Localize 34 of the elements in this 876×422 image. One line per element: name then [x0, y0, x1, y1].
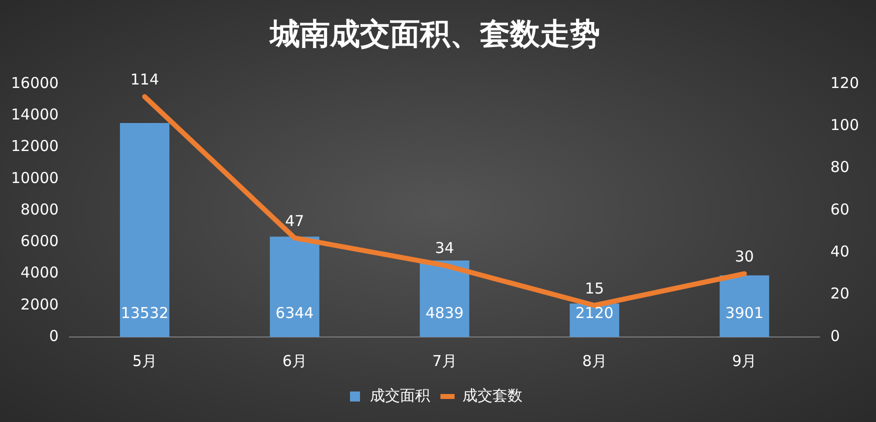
y2-tick-label: 0: [830, 326, 840, 345]
data-label: 34: [434, 239, 454, 258]
y2-tick-label: 80: [830, 158, 850, 176]
y-tick-label: 2000: [20, 295, 59, 314]
y-tick-label: 16000: [11, 74, 59, 92]
data-label: 6344: [276, 304, 314, 322]
y-tick-label: 0: [49, 326, 59, 345]
data-label: 3901: [725, 304, 764, 322]
data-label: 2120: [575, 304, 614, 322]
chart-title: 城南成交面积、套数走势: [268, 16, 600, 52]
legend-label: 成交套数: [462, 386, 522, 404]
y-tick-label: 12000: [11, 137, 59, 156]
x-tick-label: 8月: [582, 352, 607, 370]
y-tick-label: 4000: [20, 264, 59, 282]
data-label: 15: [584, 279, 604, 298]
data-label: 30: [734, 248, 754, 266]
data-label: 47: [285, 212, 304, 230]
y2-tick-label: 40: [830, 242, 850, 261]
legend-label: 成交面积: [370, 386, 430, 404]
y2-tick-label: 60: [830, 200, 850, 218]
y-tick-label: 14000: [11, 106, 59, 124]
data-label: 4839: [425, 304, 464, 322]
x-tick-label: 9月: [732, 352, 757, 370]
y2-tick-label: 100: [830, 116, 860, 134]
data-label: 13532: [120, 304, 169, 322]
x-tick-label: 6月: [282, 352, 307, 370]
y2-tick-label: 20: [830, 284, 850, 303]
x-tick-label: 7月: [432, 352, 457, 370]
y-tick-label: 10000: [11, 168, 59, 187]
y-tick-label: 8000: [20, 200, 59, 218]
x-tick-label: 5月: [132, 352, 157, 370]
y2-tick-label: 120: [830, 74, 860, 92]
data-label: 114: [130, 70, 160, 89]
y-tick-label: 6000: [20, 232, 59, 250]
